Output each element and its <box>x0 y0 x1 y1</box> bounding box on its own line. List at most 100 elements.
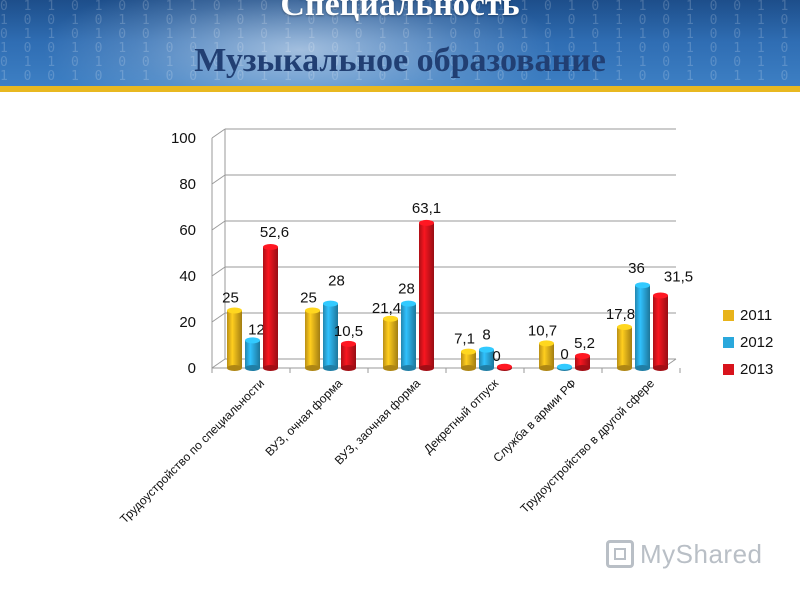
bar-base <box>323 365 338 371</box>
bar-base <box>479 365 494 371</box>
y-tick-label: 100 <box>171 130 196 147</box>
legend-swatch-2012 <box>723 337 734 348</box>
data-label: 8 <box>482 327 490 344</box>
myshared-logo-icon <box>606 540 634 568</box>
data-label: 31,5 <box>664 269 693 286</box>
x-category-label: Трудоустройство по специальности <box>117 376 267 526</box>
bar-base <box>401 365 416 371</box>
bar-base <box>461 365 476 371</box>
data-label: 0 <box>492 348 500 365</box>
header-digit-pattern: 0 1 1 0 1 0 0 1 1 0 1 0 1 1 0 0 1 0 1 0 … <box>0 0 793 84</box>
legend-label: 2012 <box>740 334 773 351</box>
bar-2013-5 <box>653 295 668 368</box>
bar-2011-4 <box>539 343 554 368</box>
data-label: 10,5 <box>334 323 363 340</box>
bar-base <box>419 365 434 371</box>
y-tick-label: 80 <box>179 176 196 193</box>
bar-cap <box>383 315 398 322</box>
legend-swatch-2011 <box>723 310 734 321</box>
x-category-label: ВУЗ, очная форма <box>263 376 346 459</box>
bar-base <box>539 365 554 371</box>
bar-cap <box>461 348 476 355</box>
bar-base <box>245 365 260 371</box>
bar-cap <box>323 300 338 307</box>
data-label: 63,1 <box>412 200 441 217</box>
bar-cap <box>245 337 260 344</box>
legend-label: 2011 <box>740 307 772 324</box>
gridline-depth <box>211 174 226 185</box>
bar-cap <box>341 340 356 347</box>
slide-header: 0 1 1 0 1 0 0 1 1 0 1 0 1 1 0 0 1 0 1 0 … <box>0 0 800 92</box>
bar-base <box>575 365 590 371</box>
bar-2011-1 <box>305 310 320 368</box>
bar-base <box>383 365 398 371</box>
data-label: 5,2 <box>574 335 595 352</box>
bar-2012-1 <box>323 303 338 368</box>
y-tick-label: 0 <box>188 360 196 377</box>
bar-2012-5 <box>635 285 650 368</box>
bar-2012-0 <box>245 340 260 368</box>
bar-2013-0 <box>263 247 278 368</box>
bar-2012-3 <box>479 349 494 368</box>
y-tick-label: 20 <box>179 314 196 331</box>
data-label: 28 <box>328 273 345 290</box>
bar-cap <box>557 363 572 370</box>
y-tick-label: 60 <box>179 222 196 239</box>
data-label: 7,1 <box>454 331 475 348</box>
bar-2011-3 <box>461 351 476 368</box>
data-label: 17,8 <box>606 306 635 323</box>
bar-cap <box>305 307 320 314</box>
gridline-depth <box>211 312 226 323</box>
bar-cap <box>479 346 494 353</box>
x-category-label: Трудоустройство в другой сфере <box>517 376 657 516</box>
x-category-label: Служба в армии РФ <box>490 376 579 465</box>
bar-2013-4 <box>575 356 590 368</box>
bar-2011-0 <box>227 310 242 368</box>
data-label: 10,7 <box>528 322 557 339</box>
legend-label: 2013 <box>740 361 773 378</box>
bar-cap <box>227 307 242 314</box>
slide-title-line1: Специальность <box>280 0 520 23</box>
bar-base <box>341 365 356 371</box>
bar-2013-1 <box>341 343 356 368</box>
bar-base <box>635 365 650 371</box>
gridline-depth <box>211 128 226 139</box>
data-label: 25 <box>222 290 239 307</box>
bar-2012-2 <box>401 303 416 368</box>
bar-2011-5 <box>617 327 632 368</box>
y-tick-label: 40 <box>179 268 196 285</box>
bar-cap <box>575 353 590 360</box>
bar-cap <box>617 324 632 331</box>
gridline-depth <box>211 358 226 369</box>
bar-cap <box>635 282 650 289</box>
data-label: 12 <box>248 321 265 338</box>
bar-2013-2 <box>419 222 434 368</box>
header-glow <box>40 0 560 92</box>
bar-cap <box>653 292 668 299</box>
bar-cap <box>401 300 416 307</box>
header-accent-band <box>0 86 800 92</box>
bar-cap <box>497 363 512 370</box>
bar-cap <box>263 244 278 251</box>
data-label: 21,4 <box>372 300 401 317</box>
data-label: 52,6 <box>260 224 289 241</box>
watermark-text: MyShared <box>640 538 763 569</box>
gridline-depth <box>211 266 226 277</box>
bar-cap <box>539 340 554 347</box>
bar-base <box>263 365 278 371</box>
bar-base <box>617 365 632 371</box>
watermark: MyShared <box>606 534 776 574</box>
bar-base <box>653 365 668 371</box>
x-category-label: ВУЗ, заочная форма <box>332 376 423 467</box>
slide-title-line2: Музыкальное образование <box>194 42 606 79</box>
bar-cap <box>419 219 434 226</box>
legend-swatch-2013 <box>723 364 734 375</box>
x-category-label: Декретный отпуск <box>421 376 502 457</box>
gridline-depth <box>211 220 226 231</box>
data-label: 36 <box>628 260 645 277</box>
data-label: 0 <box>560 346 568 363</box>
bar-2011-2 <box>383 318 398 368</box>
data-label: 28 <box>398 281 415 298</box>
data-label: 25 <box>300 290 317 307</box>
